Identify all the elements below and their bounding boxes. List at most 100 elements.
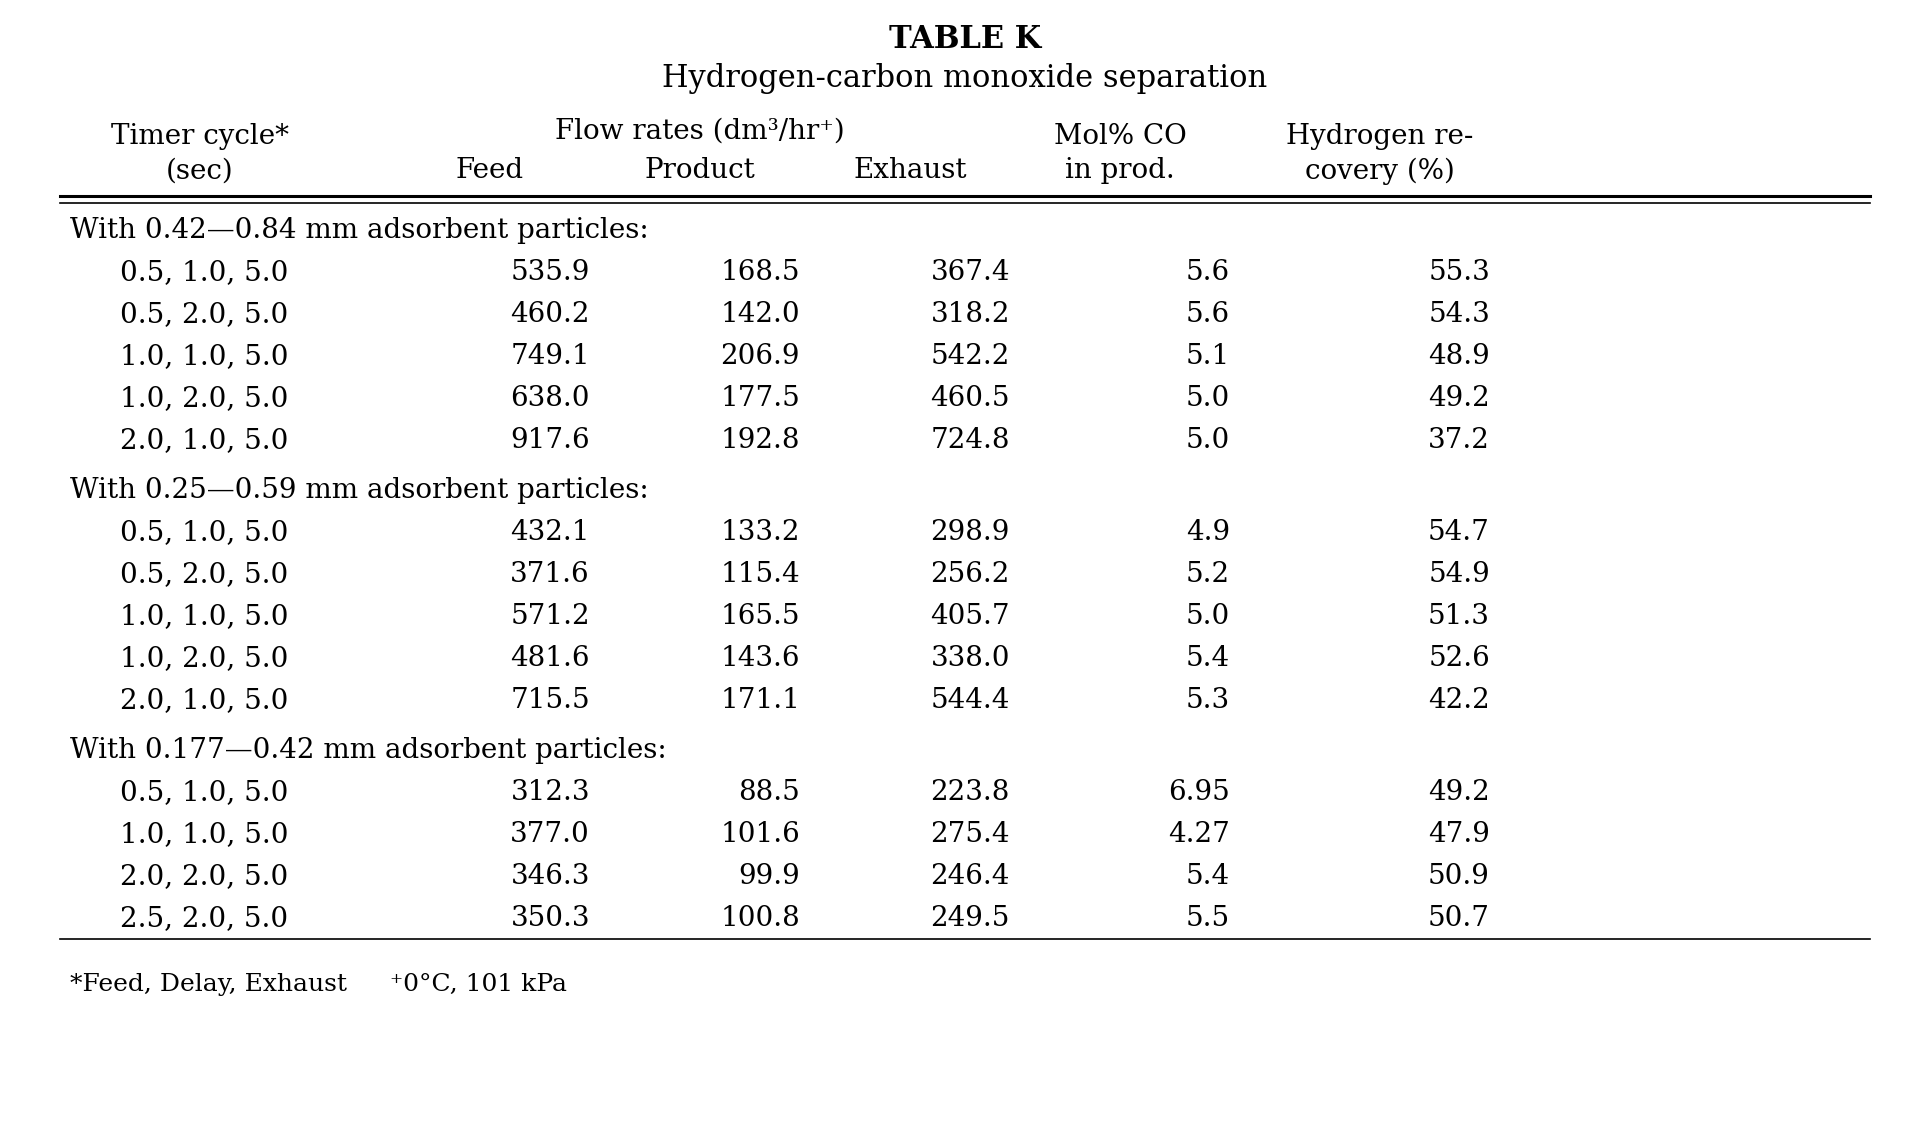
Text: With 0.42—0.84 mm adsorbent particles:: With 0.42—0.84 mm adsorbent particles:	[69, 217, 648, 244]
Text: 133.2: 133.2	[719, 519, 800, 547]
Text: 115.4: 115.4	[719, 562, 800, 589]
Text: 143.6: 143.6	[719, 646, 800, 673]
Text: 0.5, 2.0, 5.0: 0.5, 2.0, 5.0	[119, 562, 288, 589]
Text: 318.2: 318.2	[931, 302, 1010, 328]
Text: 312.3: 312.3	[510, 779, 590, 806]
Text: 5.0: 5.0	[1185, 386, 1229, 413]
Text: 246.4: 246.4	[931, 863, 1010, 890]
Text: 367.4: 367.4	[931, 259, 1010, 287]
Text: 4.27: 4.27	[1167, 822, 1229, 849]
Text: 1.0, 1.0, 5.0: 1.0, 1.0, 5.0	[119, 822, 288, 849]
Text: 50.9: 50.9	[1427, 863, 1488, 890]
Text: 2.0, 1.0, 5.0: 2.0, 1.0, 5.0	[119, 687, 288, 714]
Text: 192.8: 192.8	[719, 427, 800, 454]
Text: 1.0, 1.0, 5.0: 1.0, 1.0, 5.0	[119, 603, 288, 630]
Text: in prod.: in prod.	[1065, 157, 1175, 185]
Text: 99.9: 99.9	[738, 863, 800, 890]
Text: 49.2: 49.2	[1427, 779, 1488, 806]
Text: With 0.25—0.59 mm adsorbent particles:: With 0.25—0.59 mm adsorbent particles:	[69, 478, 648, 504]
Text: 49.2: 49.2	[1427, 386, 1488, 413]
Text: 5.6: 5.6	[1185, 302, 1229, 328]
Text: Flow rates (dm³/hr⁺): Flow rates (dm³/hr⁺)	[556, 118, 844, 145]
Text: 177.5: 177.5	[719, 386, 800, 413]
Text: With 0.177—0.42 mm adsorbent particles:: With 0.177—0.42 mm adsorbent particles:	[69, 738, 667, 765]
Text: 1.0, 2.0, 5.0: 1.0, 2.0, 5.0	[119, 386, 288, 413]
Text: ⁺0°C, 101 kPa: ⁺0°C, 101 kPa	[390, 973, 567, 995]
Text: 101.6: 101.6	[719, 822, 800, 849]
Text: 917.6: 917.6	[510, 427, 590, 454]
Text: 298.9: 298.9	[931, 519, 1010, 547]
Text: 5.5: 5.5	[1185, 906, 1229, 933]
Text: Mol% CO: Mol% CO	[1054, 122, 1186, 149]
Text: 2.0, 1.0, 5.0: 2.0, 1.0, 5.0	[119, 427, 288, 454]
Text: Hydrogen re-: Hydrogen re-	[1286, 122, 1473, 149]
Text: 4.9: 4.9	[1185, 519, 1229, 547]
Text: 535.9: 535.9	[510, 259, 590, 287]
Text: 5.6: 5.6	[1185, 259, 1229, 287]
Text: 544.4: 544.4	[931, 687, 1010, 714]
Text: 48.9: 48.9	[1427, 343, 1488, 371]
Text: 571.2: 571.2	[510, 603, 590, 630]
Text: 1.0, 1.0, 5.0: 1.0, 1.0, 5.0	[119, 343, 288, 371]
Text: 481.6: 481.6	[510, 646, 590, 673]
Text: TABLE K: TABLE K	[888, 24, 1040, 55]
Text: 460.5: 460.5	[931, 386, 1010, 413]
Text: 100.8: 100.8	[719, 906, 800, 933]
Text: 460.2: 460.2	[510, 302, 590, 328]
Text: 5.1: 5.1	[1185, 343, 1229, 371]
Text: Exhaust: Exhaust	[852, 157, 965, 185]
Text: 54.7: 54.7	[1427, 519, 1488, 547]
Text: 55.3: 55.3	[1427, 259, 1488, 287]
Text: 338.0: 338.0	[931, 646, 1010, 673]
Text: 749.1: 749.1	[510, 343, 590, 371]
Text: 47.9: 47.9	[1427, 822, 1488, 849]
Text: 168.5: 168.5	[719, 259, 800, 287]
Text: 5.0: 5.0	[1185, 427, 1229, 454]
Text: 52.6: 52.6	[1427, 646, 1488, 673]
Text: 256.2: 256.2	[931, 562, 1010, 589]
Text: 6.95: 6.95	[1167, 779, 1229, 806]
Text: Product: Product	[644, 157, 756, 185]
Text: 5.3: 5.3	[1185, 687, 1229, 714]
Text: 249.5: 249.5	[931, 906, 1010, 933]
Text: 0.5, 1.0, 5.0: 0.5, 1.0, 5.0	[119, 779, 288, 806]
Text: 2.0, 2.0, 5.0: 2.0, 2.0, 5.0	[119, 863, 288, 890]
Text: 88.5: 88.5	[738, 779, 800, 806]
Text: 206.9: 206.9	[719, 343, 800, 371]
Text: 0.5, 1.0, 5.0: 0.5, 1.0, 5.0	[119, 259, 288, 287]
Text: 0.5, 1.0, 5.0: 0.5, 1.0, 5.0	[119, 519, 288, 547]
Text: 54.3: 54.3	[1427, 302, 1488, 328]
Text: Timer cycle*: Timer cycle*	[112, 122, 288, 149]
Text: Hydrogen-carbon monoxide separation: Hydrogen-carbon monoxide separation	[662, 64, 1267, 94]
Text: 37.2: 37.2	[1427, 427, 1488, 454]
Text: 5.2: 5.2	[1185, 562, 1229, 589]
Text: 5.4: 5.4	[1185, 863, 1229, 890]
Text: 51.3: 51.3	[1427, 603, 1488, 630]
Text: 371.6: 371.6	[510, 562, 590, 589]
Text: 171.1: 171.1	[719, 687, 800, 714]
Text: 346.3: 346.3	[510, 863, 590, 890]
Text: 0.5, 2.0, 5.0: 0.5, 2.0, 5.0	[119, 302, 288, 328]
Text: 715.5: 715.5	[510, 687, 590, 714]
Text: *Feed, Delay, Exhaust: *Feed, Delay, Exhaust	[69, 973, 346, 995]
Text: 377.0: 377.0	[510, 822, 590, 849]
Text: Feed: Feed	[456, 157, 523, 185]
Text: 165.5: 165.5	[719, 603, 800, 630]
Text: 275.4: 275.4	[931, 822, 1010, 849]
Text: 405.7: 405.7	[931, 603, 1010, 630]
Text: 5.0: 5.0	[1185, 603, 1229, 630]
Text: covery (%): covery (%)	[1304, 157, 1454, 185]
Text: 350.3: 350.3	[510, 906, 590, 933]
Text: 2.5, 2.0, 5.0: 2.5, 2.0, 5.0	[119, 906, 288, 933]
Text: 50.7: 50.7	[1427, 906, 1488, 933]
Text: 5.4: 5.4	[1185, 646, 1229, 673]
Text: 542.2: 542.2	[931, 343, 1010, 371]
Text: 142.0: 142.0	[719, 302, 800, 328]
Text: (sec): (sec)	[165, 157, 235, 185]
Text: 1.0, 2.0, 5.0: 1.0, 2.0, 5.0	[119, 646, 288, 673]
Text: 724.8: 724.8	[931, 427, 1010, 454]
Text: 54.9: 54.9	[1427, 562, 1488, 589]
Text: 42.2: 42.2	[1427, 687, 1488, 714]
Text: 638.0: 638.0	[510, 386, 590, 413]
Text: 432.1: 432.1	[510, 519, 590, 547]
